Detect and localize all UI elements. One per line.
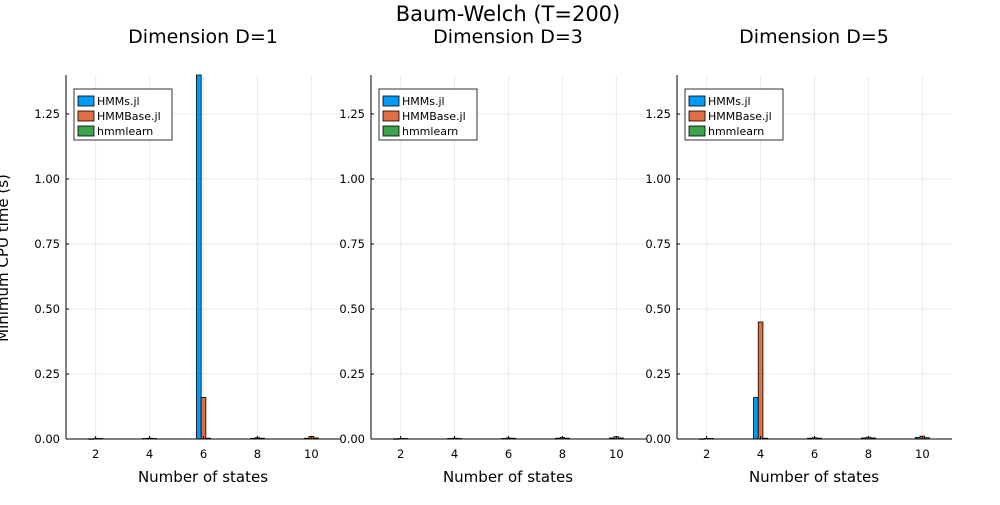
y-tick-label: 0.75 <box>339 237 365 251</box>
y-tick-label: 0.50 <box>645 302 671 316</box>
y-axis-label: Minimum CPU time (s) <box>0 174 12 342</box>
legend-label: HMMBase.jl <box>708 110 772 123</box>
x-axis-label: Number of states <box>443 468 573 486</box>
y-tick-label: 0.00 <box>339 432 365 446</box>
y-tick-label: 1.25 <box>645 107 671 121</box>
x-tick-label: 10 <box>304 447 319 461</box>
y-tick-label: 1.25 <box>339 107 365 121</box>
x-tick-label: 2 <box>703 447 710 461</box>
y-tick-label: 0.00 <box>34 432 60 446</box>
panel-d5: Dimension D=5 Number of states 0.00 0.25 0… <box>645 26 952 486</box>
x-tick-label: 8 <box>559 447 566 461</box>
legend-label: HMMs.jl <box>97 95 140 108</box>
x-tick-label: 4 <box>451 447 458 461</box>
y-tick-label: 0.75 <box>645 237 671 251</box>
y-tick-label: 0.25 <box>34 367 60 381</box>
x-axis-label: Number of states <box>749 468 879 486</box>
panel-title: Dimension D=3 <box>433 26 583 48</box>
x-tick-label: 2 <box>92 447 99 461</box>
x-axis-label: Number of states <box>138 468 268 486</box>
x-tick-label: 8 <box>865 447 872 461</box>
legend-label: hmmlearn <box>97 125 153 138</box>
y-tick-label: 0.00 <box>645 432 671 446</box>
legend-label: hmmlearn <box>402 125 458 138</box>
bar <box>196 74 202 440</box>
y-tick-label: 1.00 <box>339 172 365 186</box>
legend: HMMs.jl HMMBase.jl hmmlearn <box>378 88 478 141</box>
legend-label: HMMBase.jl <box>402 110 466 123</box>
x-tick-label: 8 <box>254 447 261 461</box>
figure-title: Baum-Welch (T=200) <box>396 2 620 26</box>
y-tick-label: 1.00 <box>34 172 60 186</box>
x-tick-label: 6 <box>200 447 207 461</box>
panel-title: Dimension D=1 <box>128 26 278 48</box>
panel-d3: Dimension D=3 Number of states 0.00 0.25 0… <box>339 26 646 486</box>
y-tick-label: 0.75 <box>34 237 60 251</box>
panel-title: Dimension D=5 <box>739 26 889 48</box>
panel-d1: Dimension D=1 Number of states 0.00 0.25 0… <box>34 26 341 486</box>
legend-swatch <box>382 125 400 137</box>
y-tick-label: 0.25 <box>339 367 365 381</box>
legend-swatch <box>77 125 95 137</box>
y-tick-label: 0.50 <box>34 302 60 316</box>
x-tick-label: 6 <box>505 447 512 461</box>
bar <box>753 396 759 440</box>
bar <box>200 396 207 440</box>
y-tick-label: 0.25 <box>645 367 671 381</box>
y-tick-label: 1.25 <box>34 107 60 121</box>
y-tick-label: 1.00 <box>645 172 671 186</box>
legend-swatch <box>688 110 706 122</box>
legend-swatch <box>382 95 400 107</box>
legend-swatch <box>77 95 95 107</box>
x-tick-label: 4 <box>757 447 764 461</box>
legend-label: HMMBase.jl <box>97 110 161 123</box>
legend: HMMs.jl HMMBase.jl hmmlearn <box>73 88 173 141</box>
x-tick-label: 4 <box>146 447 153 461</box>
plot-area: 0.000.250.500.751.001.252 4 6 8 10HMMs.jlHMM… <box>34 74 341 461</box>
legend-label: HMMs.jl <box>708 95 751 108</box>
bar <box>757 321 764 440</box>
legend-label: hmmlearn <box>708 125 764 138</box>
legend-label: HMMs.jl <box>402 95 445 108</box>
legend-swatch <box>77 110 95 122</box>
plot-area: 0.000.250.500.751.001.252 4 6 8 10HMMs.jlHMM… <box>645 75 952 461</box>
x-tick-label: 6 <box>811 447 818 461</box>
x-tick-label: 10 <box>609 447 624 461</box>
legend-swatch <box>688 125 706 137</box>
y-tick-label: 0.50 <box>339 302 365 316</box>
x-tick-label: 2 <box>397 447 404 461</box>
legend: HMMs.jl HMMBase.jl hmmlearn <box>684 88 784 141</box>
legend-swatch <box>382 110 400 122</box>
legend-swatch <box>688 95 706 107</box>
plot-area: 0.000.250.500.751.001.252 4 6 8 10HMMs.jlHMM… <box>339 75 646 461</box>
x-tick-label: 10 <box>915 447 930 461</box>
